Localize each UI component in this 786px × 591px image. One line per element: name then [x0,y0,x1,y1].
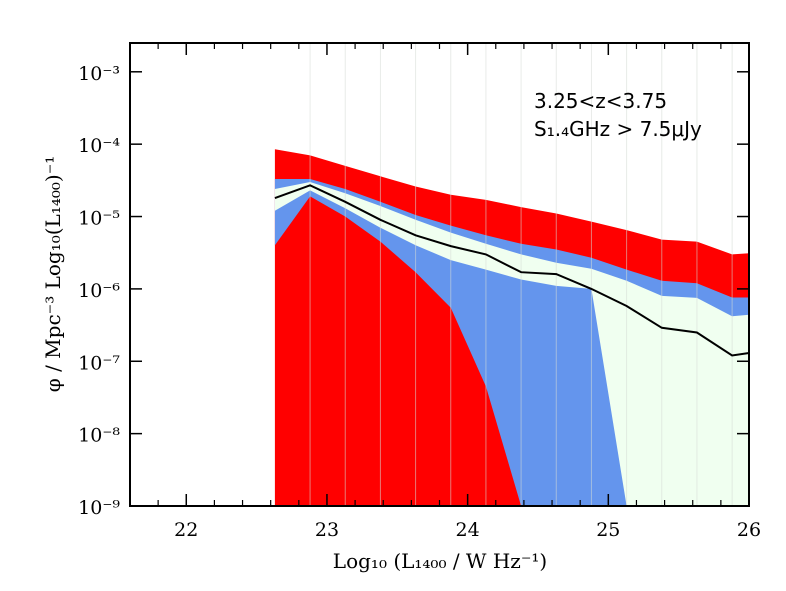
y-tick-label: 10⁻⁶ [78,280,120,302]
x-tick-label: 23 [315,519,339,541]
tick-labels: 22 23 24 25 26 10⁻⁹ 10⁻⁸ 10⁻⁷ 10⁻⁶ 10⁻⁵ 10⁻⁴ 10⁻³ [78,63,761,541]
y-tick-label: 10⁻⁹ [78,497,120,519]
y-tick-label: 10⁻⁷ [78,352,120,374]
annotation-redshift: 3.25<z<3.75 [534,89,667,113]
x-tick-label: 22 [174,519,198,541]
series-lines [274,184,750,357]
x-tick-label: 24 [456,519,480,541]
annotation-flux-limit: S₁.₄GHz > 7.5μJy [534,117,702,141]
x-axis-title: Log₁₀ (L₁₄₀₀ / W Hz⁻¹) [333,549,547,573]
y-tick-label: 10⁻⁵ [78,208,120,230]
x-tick-label: 26 [737,519,761,541]
y-axis-title: φ / Mpc⁻³ Log₁₀(L₁₄₀₀)⁻¹ [41,156,65,393]
y-tick-label: 10⁻⁸ [78,425,120,447]
plot-frame [129,42,750,507]
band-inner [274,182,749,506]
y-tick-label: 10⁻³ [78,63,120,85]
y-tick-label: 10⁻⁴ [78,135,120,157]
chart-bands [274,149,749,507]
x-tick-label: 25 [596,519,620,541]
median-line [274,184,750,357]
